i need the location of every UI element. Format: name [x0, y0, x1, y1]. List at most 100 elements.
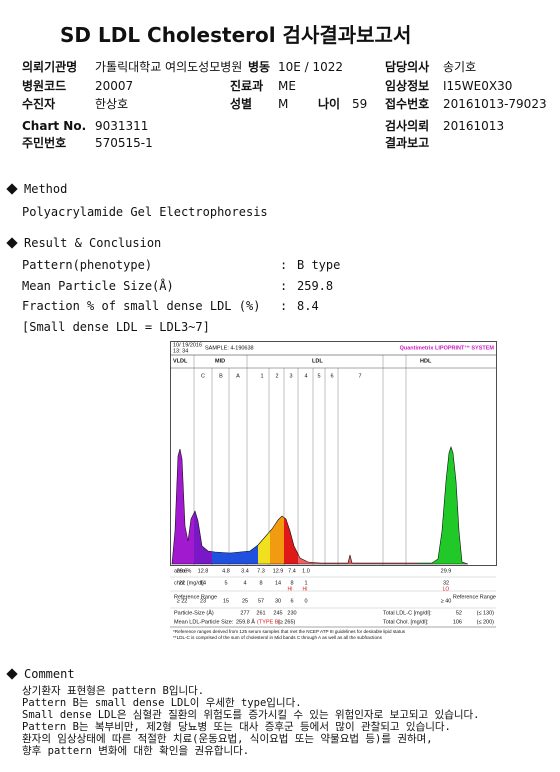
area-value: 29.9: [441, 568, 452, 574]
time: 13: 34: [173, 348, 188, 354]
mean-value: 259.8 Å: [236, 618, 255, 625]
chol-value: 5: [224, 580, 227, 586]
row-label: Reference Range: [174, 594, 217, 600]
subband-label: C: [201, 373, 205, 379]
result-colon: :: [280, 258, 288, 272]
particle-size: 230: [287, 610, 296, 616]
info-label: Chart No.: [22, 119, 87, 133]
date: 10/ 19/2016: [173, 342, 202, 348]
result-label: Pattern(phenotype): [22, 258, 153, 272]
reference-value: ≥ 40: [441, 598, 452, 604]
band-label: MID: [215, 358, 225, 364]
area-value: 12.9: [273, 568, 284, 574]
bullet: [6, 183, 18, 195]
info-value: M: [278, 97, 289, 111]
comment-line: 향후 pattern 변화에 대한 확인을 권유합니다.: [22, 745, 250, 757]
info-label: 결과보고: [385, 136, 430, 150]
reference-value: 23: [200, 598, 206, 604]
subband-label: 6: [330, 373, 333, 379]
chol-value: 8: [290, 580, 293, 586]
info-value: 가톨릭대학교 여의도성모병원: [95, 60, 243, 74]
info-label: 접수번호: [385, 97, 430, 111]
sample: SAMPLE: 4-190638: [205, 345, 254, 351]
info-label: 성별: [230, 97, 253, 111]
particle-size: 277: [240, 610, 249, 616]
particle-size: 245: [273, 610, 282, 616]
info-label: 의뢰기관명: [22, 60, 78, 74]
row-label: Particle-Size (Å): [174, 609, 214, 616]
result-value: 8.4: [297, 299, 319, 313]
mean-reference: (≥ 265): [278, 619, 296, 625]
chol-value: 8: [259, 580, 262, 586]
info-value: 한상호: [95, 97, 129, 111]
band-label: HDL: [420, 358, 432, 364]
info-value: 송기호: [443, 60, 477, 74]
chol-value: 1: [304, 580, 307, 586]
footnote: **LDL-C is comprised of the sum of chole…: [173, 635, 383, 640]
chol-value: 4: [243, 580, 246, 586]
area-value: 12.8: [198, 568, 209, 574]
section-heading: Result & Conclusion: [24, 236, 162, 250]
result-label: Fraction % of small dense LDL (%): [22, 299, 261, 313]
bullet: [6, 668, 18, 680]
chol-value: 32: [443, 580, 449, 586]
row-label: Mean LDL-Particle Size:: [174, 619, 234, 625]
info-label: 담당의사: [385, 60, 430, 74]
subband-labels: C B A 1 2 3 4 5 6 7: [201, 373, 362, 379]
row-label: chol. [mg/dl]: [174, 580, 204, 586]
area-value: 7.4: [288, 568, 296, 574]
total-reference: (≤ 130): [477, 610, 495, 616]
flag: HI: [303, 586, 308, 592]
area-value: 4.8: [222, 568, 230, 574]
result-colon: :: [280, 279, 288, 293]
area-value: 20.6: [177, 568, 188, 574]
info-label: 주민번호: [22, 136, 67, 150]
title: SD LDL Cholesterol 검사결과보고서: [60, 23, 412, 47]
subband-label: 3: [289, 373, 292, 379]
reference-value: 6: [290, 598, 293, 604]
result-note: [Small dense LDL = LDL3~7]: [22, 320, 210, 334]
subband-label: 1: [260, 373, 263, 379]
result-value: 259.8: [297, 279, 334, 293]
row-label: area %: [174, 568, 192, 574]
result-value: B type: [297, 258, 341, 272]
electrophoresis-chart: 10/ 19/2016 13: 34 SAMPLE: 4-190638 Quan…: [170, 341, 497, 640]
info-value: 20007: [95, 79, 134, 93]
info-value: 570515-1: [95, 136, 153, 150]
section-heading: Method: [24, 182, 68, 196]
mean-type: (TYPE B): [257, 619, 280, 625]
row-label: Reference Range: [453, 594, 496, 600]
comment-line: 환자의 임상상태에 따른 적절한 치료(운동요법, 식이요법 또는 약물요법 등…: [22, 733, 433, 745]
result-colon: :: [280, 299, 288, 313]
info-label: 병원코드: [22, 79, 67, 93]
info-value: 20161013-79023: [443, 97, 547, 111]
total-label: Total LDL-C [mg/dl]:: [383, 610, 432, 616]
info-label: 임상정보: [385, 79, 430, 93]
subband-label: B: [219, 373, 223, 379]
info-value: 9031311: [95, 119, 149, 133]
reference-value: 15: [223, 598, 229, 604]
info-value: 59: [352, 97, 368, 111]
subband-label: 2: [275, 373, 278, 379]
info-label: 병동: [248, 60, 271, 74]
bullet: [6, 237, 18, 249]
comment-line: Pattern B는 small dense LDL이 우세한 type입니다.: [22, 697, 302, 709]
flag: LO: [443, 586, 450, 592]
comment-line: 상기환자 표현형은 pattern B입니다.: [22, 685, 205, 697]
area-value: 7.3: [257, 568, 265, 574]
total-value: 52: [456, 610, 462, 616]
comment-line: Pattern B는 복부비만, 제2형 당뇨병 또는 대사 증후군 등에서 많…: [22, 721, 451, 733]
comment-line: Small dense LDL은 심혈관 질환의 위험도를 증가시킬 수 있는 …: [22, 709, 480, 721]
total-value: 106: [453, 619, 462, 625]
subband-label: 7: [358, 373, 361, 379]
method-text: Polyacrylamide Gel Electrophoresis: [22, 205, 268, 219]
info-value: 20161013: [443, 119, 505, 133]
band-label: VLDL: [173, 358, 188, 364]
info-value: I15WE0X30: [443, 79, 513, 93]
reference-value: 25: [242, 598, 248, 604]
result-label: Mean Particle Size(Å): [22, 279, 174, 293]
info-value: ME: [278, 79, 296, 93]
brand: Quantimetrix LIPOPRINT™ SYSTEM: [400, 345, 495, 351]
particle-size: 261: [256, 610, 265, 616]
